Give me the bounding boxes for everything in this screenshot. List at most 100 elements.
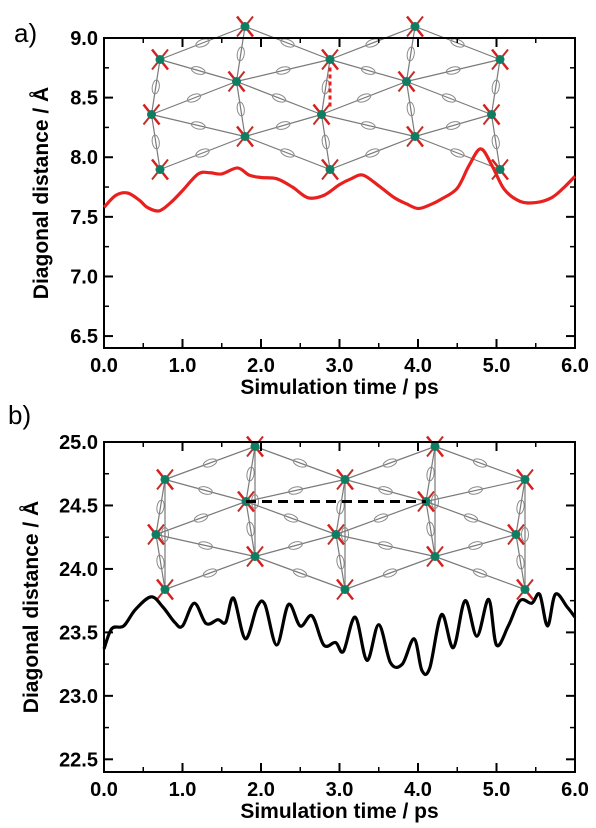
inset-ring bbox=[190, 66, 206, 75]
x-tick-label: 6.0 bbox=[561, 355, 589, 377]
inset-metal-node bbox=[160, 585, 170, 594]
inset-ring bbox=[202, 568, 218, 578]
inset-metal-node bbox=[511, 530, 521, 539]
inset-ring bbox=[161, 527, 169, 542]
inset-ring bbox=[341, 527, 349, 542]
inset-metal-node bbox=[147, 110, 156, 119]
inset-linker bbox=[425, 446, 436, 502]
y-tick-label: 25.0 bbox=[59, 432, 98, 454]
inset-ring bbox=[271, 93, 287, 103]
inset-linker bbox=[245, 501, 256, 557]
inset-ring bbox=[491, 79, 500, 95]
inset-ring bbox=[336, 554, 345, 570]
inset-structure bbox=[142, 15, 509, 181]
inset-metal-node bbox=[340, 475, 350, 484]
inset-metal-node bbox=[317, 110, 326, 119]
x-axis-label: Simulation time / ps bbox=[240, 800, 438, 823]
y-tick-label: 24.5 bbox=[59, 495, 98, 517]
inset-linker bbox=[155, 500, 247, 536]
x-tick-label: 3.0 bbox=[326, 355, 354, 377]
inset-ring bbox=[292, 458, 308, 468]
inset-ring bbox=[472, 458, 488, 468]
inset-linker bbox=[335, 534, 346, 590]
inset-metal-node bbox=[340, 585, 350, 594]
inset-metal-node bbox=[240, 132, 250, 141]
inset-ring bbox=[406, 101, 415, 117]
inset-linker bbox=[405, 81, 416, 137]
inset-ring bbox=[202, 458, 218, 468]
inset-ring bbox=[463, 513, 479, 523]
y-tick-label: 7.5 bbox=[70, 207, 98, 229]
inset-ring bbox=[441, 93, 457, 103]
inset-metal-node bbox=[240, 22, 250, 31]
y-tick-label: 23.0 bbox=[59, 686, 98, 708]
inset-metal-node bbox=[325, 165, 335, 174]
inset-metal-node bbox=[232, 77, 241, 86]
inset-linker bbox=[159, 25, 246, 61]
x-tick-label: 2.0 bbox=[247, 779, 275, 801]
inset-linker bbox=[335, 500, 427, 536]
inset-linker bbox=[254, 533, 337, 558]
inset-linker bbox=[164, 555, 256, 591]
inset-linker bbox=[490, 59, 501, 115]
panel-label: a) bbox=[14, 18, 37, 48]
inset-linker bbox=[335, 479, 346, 535]
inset-linker bbox=[245, 478, 346, 503]
inset-linker bbox=[515, 479, 526, 535]
x-tick-label: 1.0 bbox=[169, 355, 197, 377]
inset-structure bbox=[147, 435, 534, 601]
inset-linker bbox=[329, 58, 407, 83]
inset-linker bbox=[329, 25, 416, 61]
inset-linker bbox=[235, 26, 246, 82]
inset-ring bbox=[190, 121, 206, 130]
y-tick-label: 24.0 bbox=[59, 559, 98, 581]
inset-ring bbox=[321, 134, 330, 150]
inset-linker bbox=[434, 555, 526, 591]
inset-linker bbox=[405, 26, 416, 82]
inset-ring bbox=[356, 93, 372, 103]
x-tick-label: 0.0 bbox=[90, 355, 118, 377]
inset-ring bbox=[195, 38, 210, 48]
inset-ring bbox=[283, 513, 299, 523]
inset-metal-node bbox=[495, 165, 505, 174]
inset-metal-node bbox=[325, 55, 335, 64]
inset-ring bbox=[491, 134, 500, 150]
inset-ring bbox=[198, 541, 213, 550]
inset-metal-node bbox=[155, 165, 165, 174]
inset-metal-node bbox=[410, 22, 420, 31]
inset-ring bbox=[280, 38, 295, 48]
y-tick-label: 9.0 bbox=[70, 28, 98, 50]
inset-ring bbox=[426, 466, 435, 482]
inset-linker bbox=[235, 81, 246, 137]
inset-ring bbox=[382, 458, 398, 468]
inset-linker bbox=[320, 114, 331, 170]
inset-linker bbox=[344, 555, 436, 591]
inset-metal-node bbox=[520, 585, 530, 594]
y-axis-label: Diagonal distance / Å bbox=[29, 87, 53, 299]
inset-ring bbox=[360, 66, 376, 75]
inset-linker bbox=[155, 533, 256, 558]
inset-metal-node bbox=[160, 475, 170, 484]
inset-linker bbox=[245, 500, 337, 536]
inset-metal-node bbox=[155, 55, 165, 64]
plot-frame bbox=[103, 441, 576, 773]
inset-linker bbox=[244, 113, 322, 138]
inset-linker bbox=[155, 534, 166, 590]
inset-ring bbox=[445, 121, 461, 130]
inset-linker bbox=[425, 478, 526, 503]
inset-ring bbox=[246, 521, 255, 537]
inset-ring bbox=[521, 527, 529, 542]
y-tick-label: 23.5 bbox=[59, 622, 98, 644]
inset-ring bbox=[151, 134, 160, 150]
inset-linker bbox=[414, 135, 501, 171]
inset-linker bbox=[329, 135, 416, 171]
inset-linker bbox=[425, 500, 517, 536]
inset-ring bbox=[426, 521, 435, 537]
inset-linker bbox=[159, 135, 246, 171]
inset-ring bbox=[236, 46, 245, 62]
inset-linker bbox=[344, 445, 436, 481]
inset-metal-node bbox=[430, 442, 440, 451]
inset-ring bbox=[156, 499, 165, 515]
inset-metal-node bbox=[250, 552, 260, 561]
